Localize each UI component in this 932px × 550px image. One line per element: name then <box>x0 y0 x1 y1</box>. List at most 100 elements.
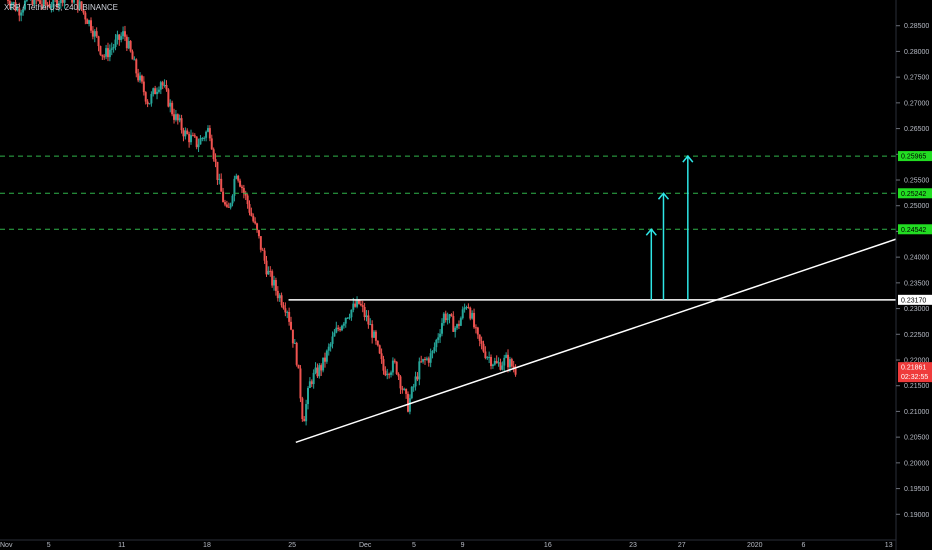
candle-body <box>367 315 370 325</box>
candle-body <box>254 221 257 224</box>
price-tick-label: 0.23500 <box>904 280 929 287</box>
candle-body <box>437 337 440 340</box>
candle-body <box>114 39 117 47</box>
candle-body <box>478 334 481 341</box>
candle-body <box>120 36 123 40</box>
candle-body <box>356 299 359 307</box>
candle-body <box>252 215 255 222</box>
candle-body <box>12 2 15 4</box>
candle-body <box>276 290 279 299</box>
candle-body <box>325 350 328 362</box>
candle-body <box>131 51 134 60</box>
candles-layer <box>6 0 517 426</box>
candle-body <box>95 31 98 37</box>
candle-body <box>99 46 102 55</box>
candle-body <box>93 31 96 37</box>
price-tick-label: 0.20500 <box>904 435 929 442</box>
candle-body <box>180 118 183 131</box>
price-tick-label: 0.22000 <box>904 358 929 365</box>
candle-body <box>497 362 500 364</box>
candle-body <box>490 356 493 367</box>
candle-body <box>491 364 494 367</box>
target-arrow-head <box>645 228 657 236</box>
candle-body <box>248 204 251 213</box>
candle-body <box>112 46 115 49</box>
candle-body <box>20 12 23 16</box>
candle-body <box>357 299 360 304</box>
candle-body <box>10 3 13 6</box>
candle-body <box>50 6 53 8</box>
candle-body <box>223 202 226 205</box>
candle-body <box>433 347 436 351</box>
candle-body <box>401 388 404 390</box>
candle-body <box>40 4 43 6</box>
time-tick-label: Dec <box>359 542 372 549</box>
candle-body <box>129 41 132 52</box>
candle-body <box>374 331 377 341</box>
last-price-tag-label: 0.21861 <box>901 365 926 372</box>
last-price-tag-countdown: 02:32:55 <box>901 374 928 381</box>
time-tick-label: 11 <box>118 542 125 549</box>
level-tag-label: 0.25242 <box>901 191 926 198</box>
price-tick-label: 0.24000 <box>904 255 929 262</box>
candle-body <box>439 333 442 338</box>
candle-body <box>235 175 238 179</box>
candle-body <box>220 178 223 192</box>
candle-body <box>142 81 145 93</box>
candle-body <box>61 0 64 3</box>
candle-body <box>188 134 191 143</box>
candle-body <box>159 82 162 90</box>
candle-body <box>97 36 100 47</box>
candle-body <box>271 271 274 286</box>
candle-body <box>282 305 285 309</box>
candle-body <box>501 365 504 370</box>
candle-body <box>448 314 451 319</box>
candle-body <box>197 144 200 148</box>
price-tick-label: 0.28000 <box>904 49 929 56</box>
candle-body <box>512 366 515 369</box>
price-axis[interactable]: 0.19000 0.19500 0.20000 0.20500 0.21000 0.215… <box>895 0 929 550</box>
time-axis[interactable]: Nov 5 11 18 25 Dec 5 9 16 23 27 2020 6 13 <box>0 539 896 549</box>
candle-body <box>314 367 317 373</box>
time-tick-label: 18 <box>203 542 211 549</box>
candle-body <box>352 303 355 310</box>
candle-body <box>474 327 477 329</box>
candle-body <box>231 195 234 204</box>
candle-body <box>316 367 319 377</box>
candle-body <box>25 0 28 1</box>
candle-body <box>359 303 362 306</box>
level-tag-bg <box>898 151 932 162</box>
candle-body <box>422 358 425 362</box>
symbol-title[interactable]: XRP / TetherUS, 240, BINANCE <box>4 3 118 12</box>
candle-body <box>476 327 479 335</box>
candle-body <box>229 203 232 208</box>
target-arrow-head <box>657 192 670 200</box>
candle-body <box>499 362 502 370</box>
candle-body <box>227 206 230 208</box>
candle-body <box>233 178 236 196</box>
candle-body <box>76 0 79 10</box>
candle-body <box>178 118 181 121</box>
candle-body <box>82 9 85 13</box>
candle-body <box>274 280 277 291</box>
candle-body <box>342 323 345 326</box>
candle-body <box>382 359 385 371</box>
candle-body <box>59 0 62 4</box>
candle-body <box>420 361 423 363</box>
resistance-tag-bg <box>898 294 932 305</box>
candle-body <box>407 393 410 412</box>
candle-body <box>176 114 179 121</box>
candle-body <box>133 59 136 61</box>
candle-body <box>46 4 49 6</box>
candle-body <box>386 373 389 376</box>
candle-body <box>8 0 11 6</box>
candle-body <box>354 303 357 307</box>
candle-body <box>444 313 447 321</box>
candle-body <box>284 308 287 313</box>
candle-body <box>431 350 434 354</box>
candle-body <box>261 249 264 251</box>
candle-body <box>486 357 489 359</box>
time-tick-label: 16 <box>544 542 552 549</box>
